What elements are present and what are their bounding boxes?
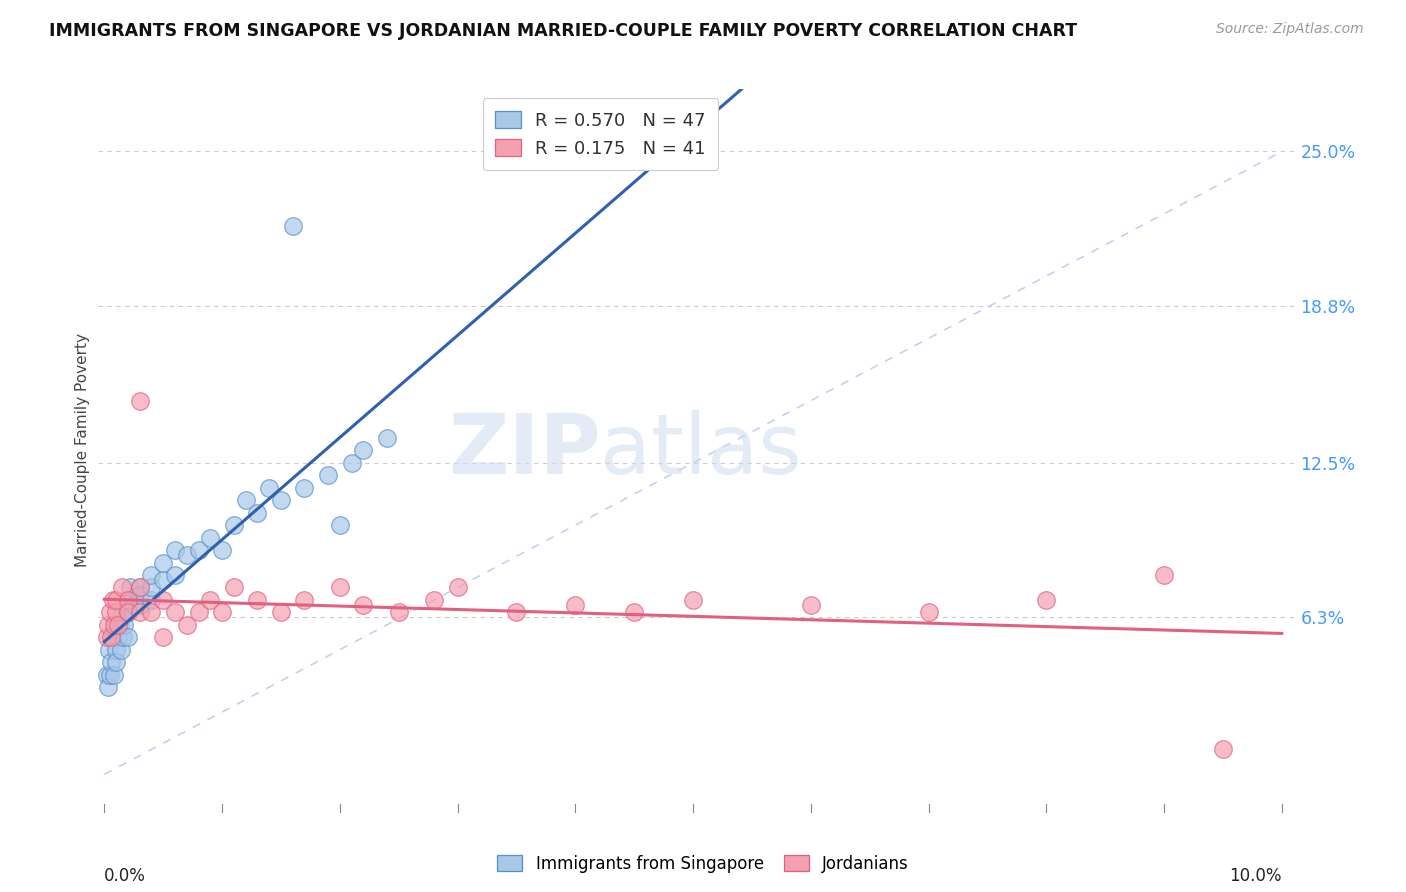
Point — [122, 598, 145, 612]
Y-axis label: Married-Couple Family Poverty: Married-Couple Family Poverty — [75, 334, 90, 567]
Text: IMMIGRANTS FROM SINGAPORE VS JORDANIAN MARRIED-COUPLE FAMILY POVERTY CORRELATION: IMMIGRANTS FROM SINGAPORE VS JORDANIAN M… — [49, 22, 1077, 40]
Point — [117, 630, 139, 644]
Point — [329, 581, 352, 595]
Text: atlas: atlas — [600, 410, 801, 491]
Point — [128, 393, 150, 408]
Point — [152, 630, 174, 644]
Point — [117, 606, 139, 620]
Point — [101, 593, 124, 607]
Point — [235, 493, 257, 508]
Point — [505, 606, 527, 620]
Point — [103, 667, 125, 681]
Point — [176, 548, 198, 562]
Point — [117, 593, 139, 607]
Point — [423, 593, 446, 607]
Point — [117, 593, 139, 607]
Point — [112, 630, 135, 644]
Point — [105, 593, 128, 607]
Point — [1035, 593, 1057, 607]
Point — [141, 581, 163, 595]
Point — [108, 618, 131, 632]
Point — [128, 588, 150, 602]
Point — [103, 618, 125, 632]
Point — [257, 481, 280, 495]
Point — [375, 431, 398, 445]
Point — [187, 606, 209, 620]
Point — [101, 630, 124, 644]
Point — [105, 655, 128, 669]
Point — [98, 606, 121, 620]
Point — [623, 606, 645, 620]
Point — [917, 606, 939, 620]
Point — [128, 598, 150, 612]
Point — [98, 642, 121, 657]
Point — [270, 493, 292, 508]
Point — [152, 573, 174, 587]
Point — [111, 581, 134, 595]
Point — [329, 518, 352, 533]
Point — [200, 593, 222, 607]
Point — [316, 468, 339, 483]
Text: Source: ZipAtlas.com: Source: ZipAtlas.com — [1216, 22, 1364, 37]
Point — [128, 606, 150, 620]
Point — [107, 618, 129, 632]
Point — [105, 642, 128, 657]
Point — [294, 481, 316, 495]
Point — [141, 593, 163, 607]
Point — [246, 593, 269, 607]
Point — [152, 593, 174, 607]
Point — [294, 593, 316, 607]
Point — [246, 506, 269, 520]
Point — [105, 606, 128, 620]
Point — [128, 581, 150, 595]
Point — [112, 618, 135, 632]
Point — [352, 443, 374, 458]
Point — [163, 568, 186, 582]
Point — [1153, 568, 1175, 582]
Legend: Immigrants from Singapore, Jordanians: Immigrants from Singapore, Jordanians — [491, 848, 915, 880]
Text: 0.0%: 0.0% — [104, 866, 146, 885]
Point — [111, 606, 134, 620]
Point — [270, 606, 292, 620]
Point — [211, 606, 233, 620]
Point — [682, 593, 704, 607]
Point — [96, 630, 118, 644]
Legend: R = 0.570   N = 47, R = 0.175   N = 41: R = 0.570 N = 47, R = 0.175 N = 41 — [482, 98, 718, 170]
Point — [340, 456, 363, 470]
Point — [141, 606, 163, 620]
Point — [117, 606, 139, 620]
Point — [141, 568, 163, 582]
Point — [200, 531, 222, 545]
Point — [564, 598, 586, 612]
Point — [104, 618, 127, 632]
Point — [1212, 742, 1234, 756]
Point — [100, 655, 122, 669]
Point — [98, 667, 121, 681]
Point — [152, 556, 174, 570]
Point — [352, 598, 374, 612]
Text: ZIP: ZIP — [449, 410, 600, 491]
Point — [128, 581, 150, 595]
Point — [281, 219, 304, 234]
Point — [800, 598, 823, 612]
Point — [163, 606, 186, 620]
Point — [388, 606, 411, 620]
Point — [120, 581, 142, 595]
Point — [222, 518, 245, 533]
Point — [107, 630, 129, 644]
Point — [110, 642, 132, 657]
Point — [163, 543, 186, 558]
Point — [176, 618, 198, 632]
Point — [97, 618, 120, 632]
Text: 10.0%: 10.0% — [1229, 866, 1282, 885]
Point — [97, 680, 120, 694]
Point — [222, 581, 245, 595]
Point — [100, 630, 122, 644]
Point — [211, 543, 233, 558]
Point — [446, 581, 468, 595]
Point — [96, 667, 118, 681]
Point — [187, 543, 209, 558]
